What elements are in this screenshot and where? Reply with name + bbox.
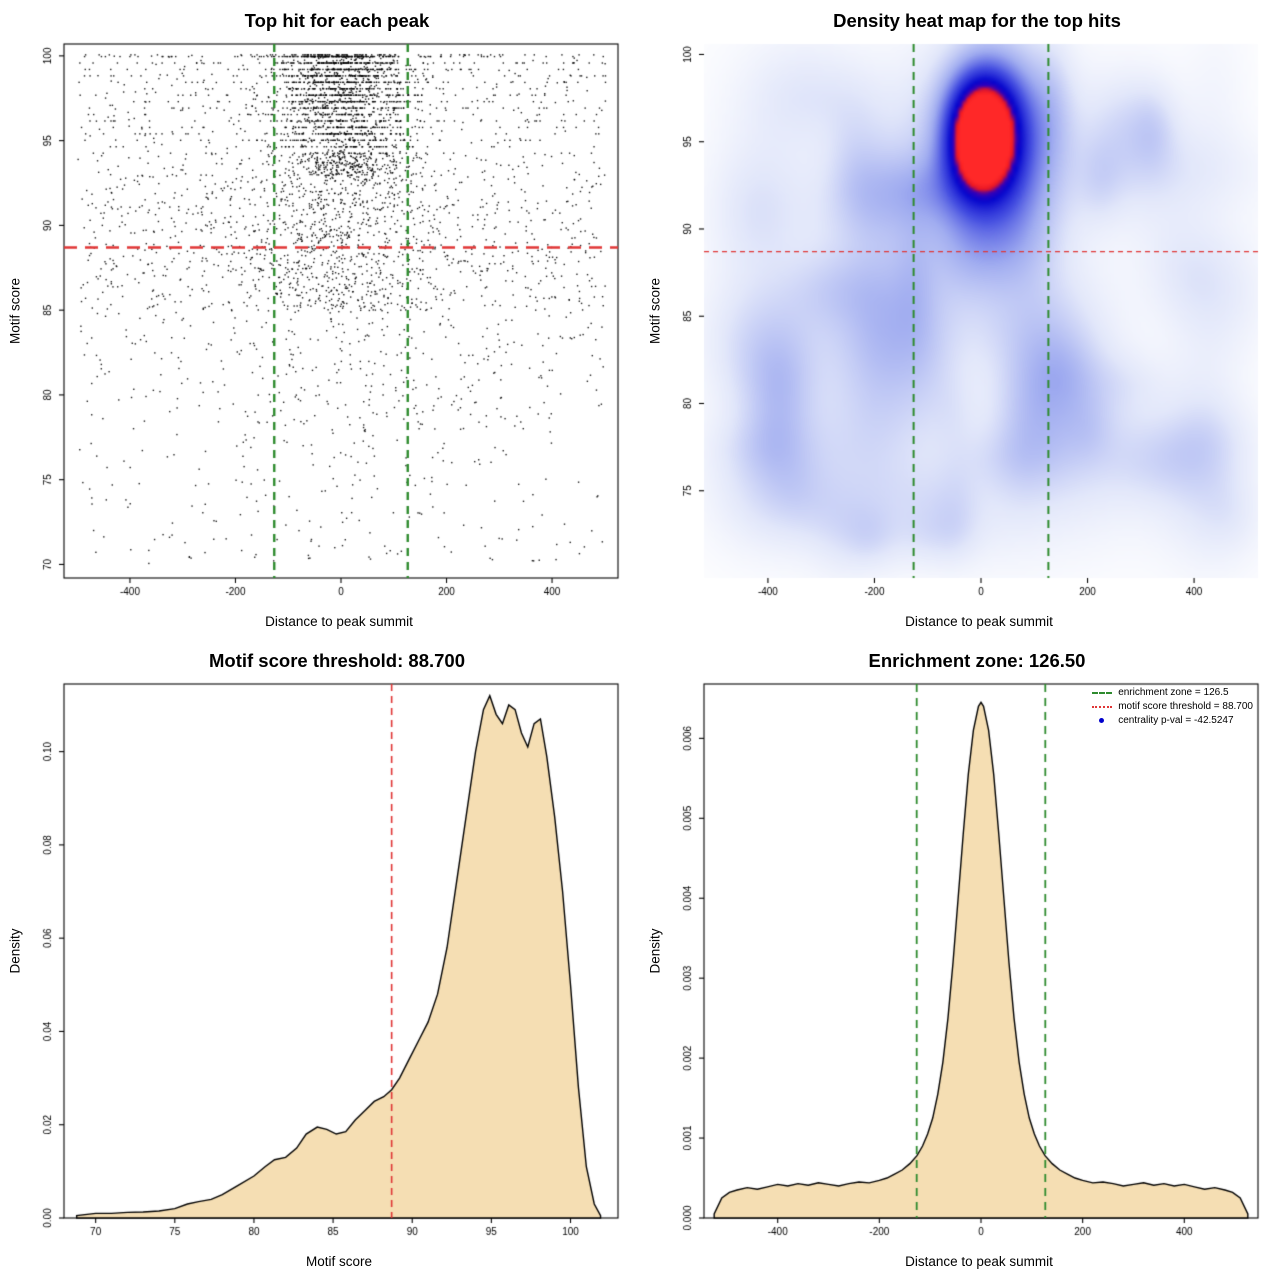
blue-dot-icon (1099, 718, 1105, 723)
heatmap-xlabel: Distance to peak summit (905, 614, 1053, 629)
scatter-title: Top hit for each peak (244, 10, 430, 31)
legend-label: motif score threshold = 88.700 (1118, 701, 1253, 712)
enrichment-zone-title: Enrichment zone: 126.50 (868, 650, 1086, 671)
score-density-canvas (0, 640, 640, 1280)
panel-top-hits-scatter: Top hit for each peak Distance to peak s… (0, 0, 640, 640)
panel-enrichment-zone-density: Enrichment zone: 126.50 Distance to peak… (640, 640, 1280, 1280)
scatter-ylabel: Motif score (7, 277, 23, 345)
panel-density-heatmap: Density heat map for the top hits Distan… (640, 0, 1280, 640)
legend-label: enrichment zone = 126.5 (1118, 687, 1229, 698)
scatter-plot-canvas (0, 0, 640, 640)
score-density-title: Motif score threshold: 88.700 (209, 650, 465, 671)
scatter-xlabel: Distance to peak summit (265, 614, 413, 629)
heatmap-canvas (640, 0, 1280, 640)
heatmap-title: Density heat map for the top hits (833, 10, 1121, 31)
heatmap-ylabel: Motif score (647, 277, 663, 345)
legend-item-motif-score-threshold: motif score threshold = 88.700 (1092, 701, 1253, 712)
distance-density-xlabel: Distance to peak summit (905, 1254, 1053, 1269)
red-dotted-line-icon (1092, 705, 1113, 708)
score-density-xlabel: Motif score (305, 1254, 373, 1269)
legend-item-enrichment-zone: enrichment zone = 126.5 (1092, 687, 1253, 698)
legend-label: centrality p-val = -42.5247 (1118, 715, 1234, 726)
green-dashed-line-icon (1092, 691, 1113, 694)
plot-legend: enrichment zone = 126.5 motif score thre… (1092, 687, 1253, 726)
panel-motif-score-density: Motif score threshold: 88.700 Motif scor… (0, 640, 640, 1280)
legend-item-centrality-pval: centrality p-val = -42.5247 (1092, 715, 1253, 726)
distance-density-canvas (640, 640, 1280, 1280)
distance-density-ylabel: Density (647, 928, 663, 974)
score-density-ylabel: Density (7, 928, 23, 974)
